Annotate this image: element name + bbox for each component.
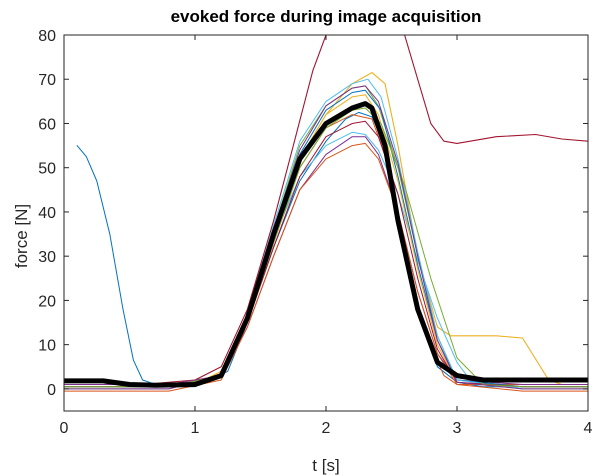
x-tick-label: 3 <box>453 420 462 437</box>
trial-force-line-13 <box>64 107 588 388</box>
y-tick-label: 20 <box>38 293 56 310</box>
y-axis-label: force [N] <box>12 204 31 268</box>
x-tick-label: 0 <box>60 420 69 437</box>
y-tick-label: 30 <box>38 249 56 266</box>
y-tick-label: 60 <box>38 116 56 133</box>
trial-force-line-10 <box>64 94 588 390</box>
x-tick-label: 2 <box>322 420 331 437</box>
trial-force-line-3 <box>64 72 588 386</box>
trial-force-line-7 <box>64 136 588 385</box>
trial-force-line-6 <box>64 85 588 388</box>
trial-force-line-2 <box>64 35 588 386</box>
y-tick-label: 50 <box>38 161 56 178</box>
trial-force-line-8 <box>64 89 588 388</box>
trial-force-line-4 <box>64 131 588 388</box>
y-tick-label: 0 <box>47 382 56 399</box>
trial-force-line-1 <box>76 111 588 388</box>
series-layer <box>64 35 588 392</box>
y-tick-label: 70 <box>38 72 56 89</box>
trial-force-line-14 <box>64 85 588 390</box>
x-axis-label: t [s] <box>312 456 339 475</box>
y-tick-label: 10 <box>38 338 56 355</box>
y-tick-label: 80 <box>38 28 56 45</box>
x-axis: 0 1 2 3 4 <box>60 35 593 437</box>
chart-title: evoked force during image acquisition <box>171 7 482 26</box>
y-axis: 0 10 20 30 40 50 60 70 80 <box>38 28 588 399</box>
plot-area-frame <box>63 34 589 412</box>
trial-force-line-12 <box>64 120 588 388</box>
mean-force-line <box>64 101 588 388</box>
x-tick-label: 1 <box>191 420 200 437</box>
trial-force-line-9 <box>64 142 588 392</box>
x-tick-label: 4 <box>584 420 593 437</box>
y-tick-label: 40 <box>38 205 56 222</box>
